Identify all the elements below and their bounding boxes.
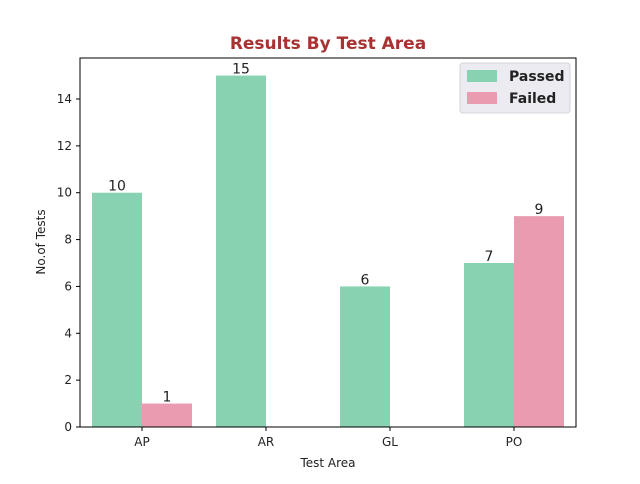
bar-value-label: 7 [485,249,494,265]
data-labels-layer: 10 1 15 6 7 9 [108,62,543,406]
y-tick-label: 14 [57,92,72,106]
y-tick-label: 0 [64,420,72,434]
x-tick-label: AR [258,435,275,449]
y-tick-label: 8 [64,233,72,247]
legend-swatch-failed [467,92,497,104]
bar-po-passed [464,263,514,427]
legend-label-failed: Failed [509,91,556,107]
y-axis-title: No.of Tests [34,209,48,274]
bar-value-label: 1 [163,390,172,406]
y-tick-label: 10 [57,186,72,200]
bar-value-label: 15 [232,62,250,78]
x-tick-label: AP [134,435,149,449]
bar-ap-passed [92,192,142,427]
legend-label-passed: Passed [509,69,565,85]
bar-value-label: 10 [108,179,126,195]
y-tick-label: 2 [64,373,72,387]
bars-layer [92,75,564,428]
x-axis: AP AR GL PO [134,427,522,449]
x-tick-label: GL [382,435,398,449]
y-tick-label: 6 [64,279,72,293]
bar-value-label: 6 [361,272,370,288]
plot-frame [79,57,577,428]
y-tick-label: 12 [57,139,72,153]
legend-swatch-passed [467,70,497,82]
bar-gl-passed [340,286,390,427]
legend: Passed Failed [459,62,571,114]
y-axis: 0 2 4 6 8 10 12 14 [57,92,80,434]
bar-ar-passed [216,75,266,428]
bar-ap-failed [142,403,192,427]
bar-po-failed [514,216,564,427]
y-tick-label: 4 [64,326,72,340]
x-axis-title: Test Area [299,456,355,470]
bar-value-label: 9 [535,202,544,218]
x-tick-label: PO [506,435,523,449]
chart-title: Results By Test Area [230,34,426,54]
